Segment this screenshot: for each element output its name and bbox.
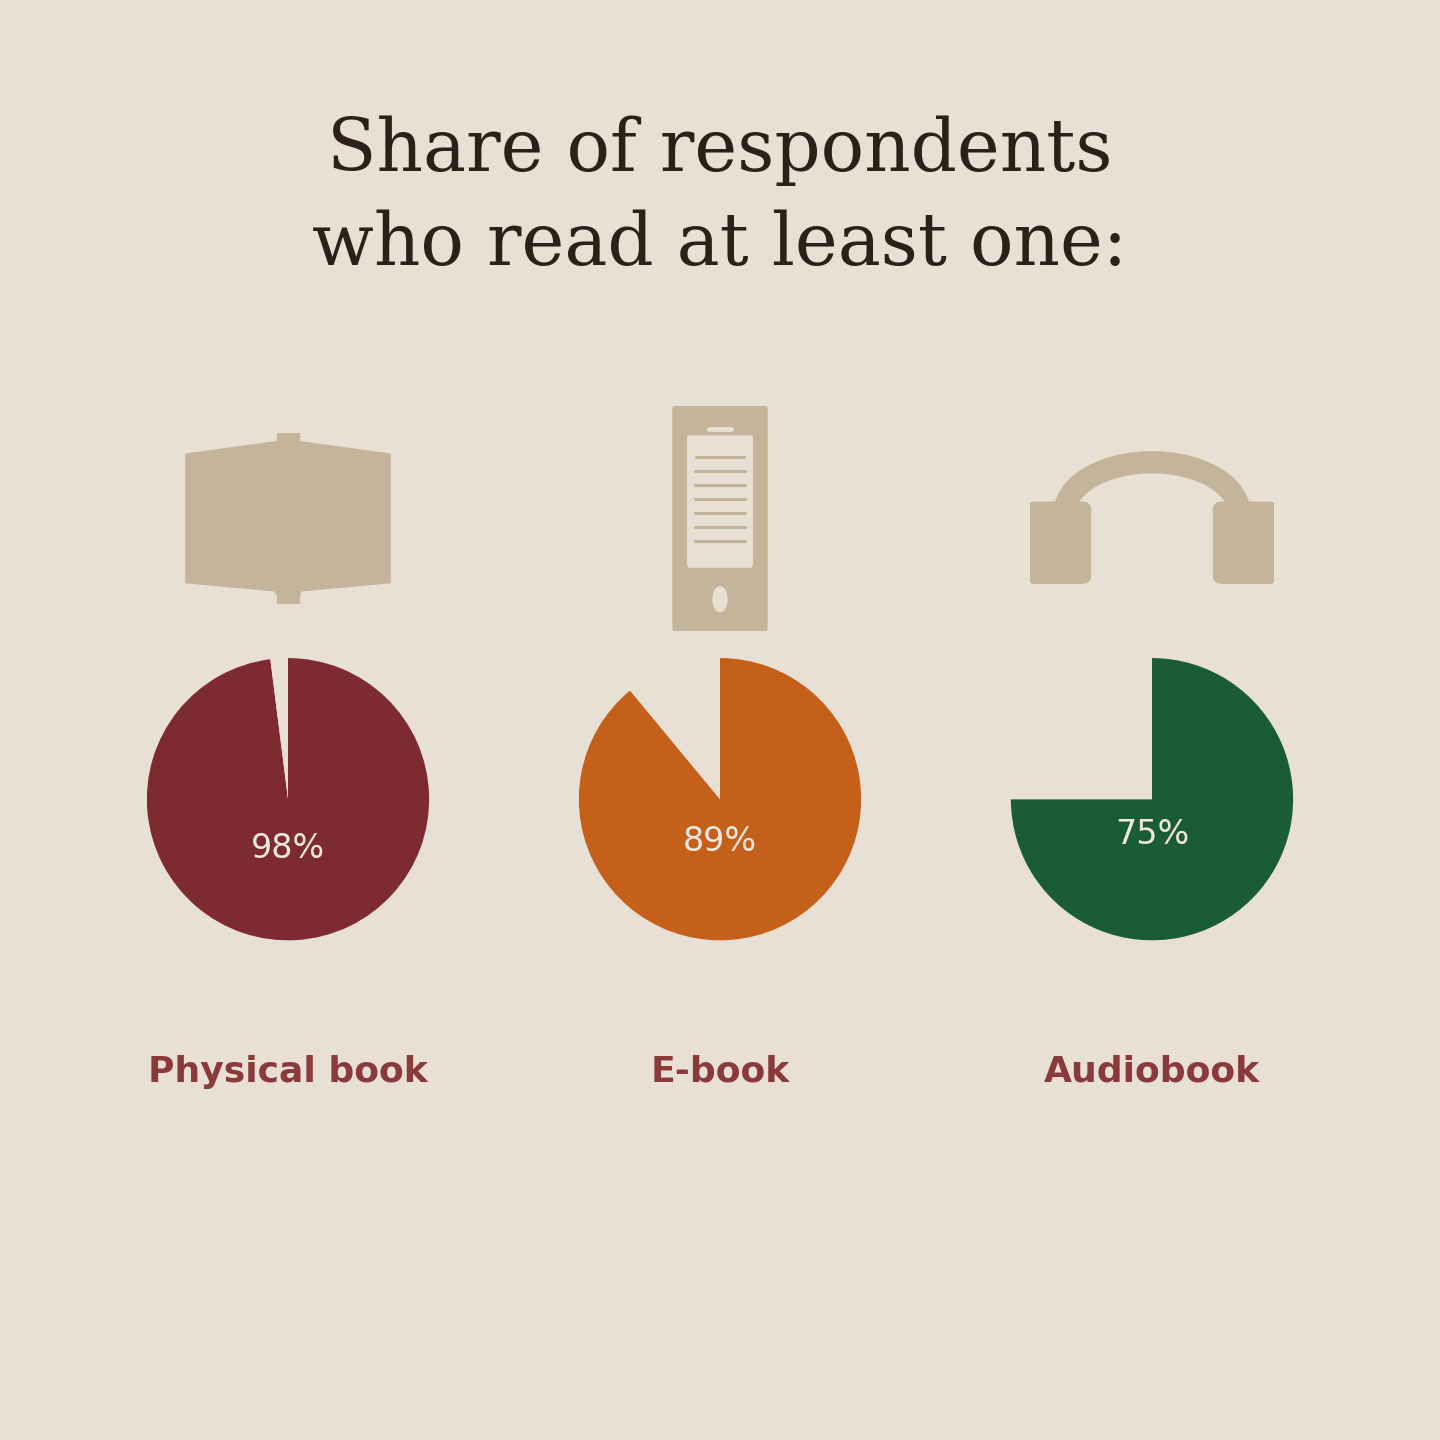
Wedge shape — [271, 658, 288, 799]
Wedge shape — [1011, 658, 1152, 799]
Polygon shape — [186, 441, 279, 592]
Polygon shape — [275, 592, 301, 608]
FancyBboxPatch shape — [672, 400, 768, 636]
Text: Audiobook: Audiobook — [1044, 1054, 1260, 1089]
Polygon shape — [297, 441, 390, 592]
Text: 89%: 89% — [683, 825, 757, 858]
Circle shape — [713, 588, 727, 612]
FancyBboxPatch shape — [1212, 501, 1279, 585]
Text: E-book: E-book — [651, 1054, 789, 1089]
Polygon shape — [276, 432, 300, 603]
FancyBboxPatch shape — [687, 435, 753, 567]
Text: who read at least one:: who read at least one: — [312, 210, 1128, 279]
Text: Share of respondents: Share of respondents — [327, 117, 1113, 186]
Text: 98%: 98% — [251, 832, 325, 865]
Wedge shape — [579, 658, 861, 940]
Wedge shape — [1011, 658, 1293, 940]
Text: Physical book: Physical book — [148, 1054, 428, 1089]
FancyBboxPatch shape — [1025, 501, 1092, 585]
Wedge shape — [631, 658, 720, 799]
Wedge shape — [147, 658, 429, 940]
Text: 75%: 75% — [1115, 818, 1189, 851]
